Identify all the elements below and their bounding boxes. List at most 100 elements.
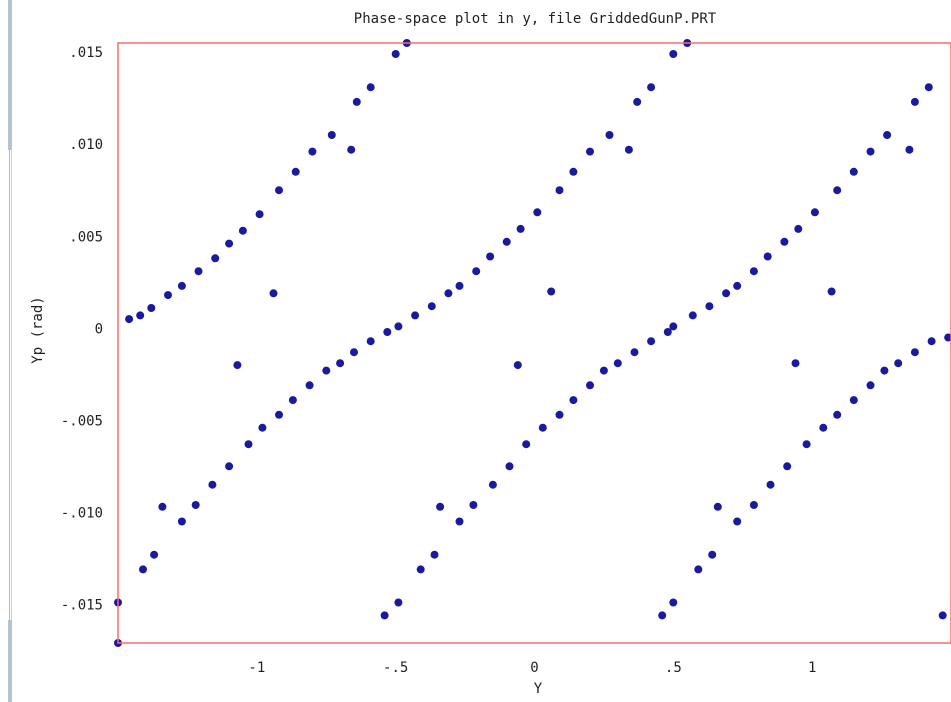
- data-point: [244, 440, 253, 449]
- data-point: [569, 396, 578, 405]
- data-point: [766, 480, 775, 489]
- scroll-rail: [8, 0, 12, 150]
- data-point: [383, 328, 392, 336]
- data-point: [555, 186, 564, 195]
- data-point: [472, 267, 481, 276]
- data-point: [416, 565, 425, 574]
- data-point: [394, 322, 403, 331]
- y-tick-label: -.010: [61, 505, 103, 521]
- data-point: [866, 381, 875, 390]
- data-point: [663, 328, 672, 336]
- data-point: [436, 502, 445, 511]
- data-point: [125, 315, 134, 324]
- data-points: [114, 39, 951, 647]
- data-point: [208, 480, 217, 489]
- data-point: [455, 281, 464, 290]
- data-point: [347, 145, 356, 154]
- data-point: [819, 423, 828, 432]
- data-point: [308, 147, 317, 156]
- data-point: [883, 131, 892, 139]
- data-point: [794, 224, 803, 233]
- y-axis-label: Yp (rad): [30, 296, 46, 363]
- data-point: [586, 381, 594, 390]
- x-axis-label: Y: [534, 681, 543, 697]
- data-point: [336, 359, 345, 368]
- data-point: [238, 226, 247, 235]
- data-point: [802, 440, 811, 449]
- data-point: [164, 291, 172, 300]
- data-point: [944, 333, 951, 342]
- data-point: [225, 462, 234, 471]
- data-point: [569, 167, 578, 176]
- data-point: [538, 423, 547, 432]
- data-point: [866, 147, 875, 156]
- data-point: [833, 410, 842, 419]
- data-point: [225, 239, 234, 248]
- chart-title: Phase-space plot in y, file GriddedGunP.…: [354, 11, 717, 27]
- window-left-edge: [0, 0, 12, 702]
- data-point: [411, 311, 420, 320]
- y-tick-label: .005: [69, 229, 103, 245]
- data-point: [350, 348, 358, 357]
- data-point: [191, 501, 200, 509]
- data-point: [938, 611, 947, 620]
- x-tick-label: 1: [808, 660, 816, 676]
- data-point: [791, 359, 800, 368]
- data-point: [827, 287, 836, 296]
- data-point: [669, 598, 678, 607]
- x-axis: -1 -.5 0 .5 1: [248, 660, 816, 676]
- y-axis: .015 .010 .005 0 -.005 -.010 -.015: [61, 45, 103, 613]
- data-point: [586, 147, 594, 156]
- data-point: [394, 598, 403, 607]
- data-point: [749, 501, 758, 509]
- data-point: [136, 311, 145, 320]
- x-tick-label: .5: [665, 660, 682, 676]
- data-point: [749, 267, 758, 276]
- data-point: [733, 281, 742, 290]
- data-point: [688, 311, 697, 320]
- data-point: [322, 366, 331, 375]
- data-point: [599, 366, 608, 375]
- data-point: [533, 208, 542, 217]
- data-point: [194, 267, 203, 276]
- data-point: [269, 289, 278, 298]
- data-point: [391, 50, 400, 58]
- data-point: [177, 281, 186, 290]
- data-point: [833, 186, 842, 195]
- data-point: [502, 237, 511, 246]
- data-point: [455, 517, 464, 526]
- data-point: [669, 322, 678, 331]
- data-point: [849, 167, 858, 176]
- data-point: [658, 611, 667, 620]
- data-point: [366, 83, 375, 92]
- data-point: [291, 167, 300, 176]
- data-point: [669, 50, 678, 58]
- data-point: [352, 97, 361, 106]
- data-point: [505, 462, 514, 471]
- data-point: [647, 337, 656, 346]
- data-point: [905, 145, 914, 154]
- x-tick-label: -.5: [383, 660, 408, 676]
- data-point: [694, 565, 703, 574]
- data-point: [783, 462, 792, 471]
- data-point: [139, 565, 147, 574]
- data-point: [630, 348, 639, 357]
- data-point: [613, 359, 622, 368]
- data-point: [713, 502, 722, 511]
- data-point: [924, 83, 933, 92]
- data-point: [780, 237, 789, 246]
- y-tick-label: 0: [95, 321, 103, 337]
- data-point: [486, 252, 495, 261]
- data-point: [258, 423, 267, 432]
- data-point: [894, 359, 903, 368]
- data-point: [910, 97, 919, 106]
- y-tick-label: -.015: [61, 597, 103, 613]
- data-point: [555, 410, 564, 419]
- data-point: [327, 131, 336, 139]
- plot-frame: [117, 42, 951, 644]
- data-point: [275, 186, 283, 195]
- data-point: [211, 254, 220, 263]
- data-point: [427, 302, 436, 311]
- data-point: [763, 252, 772, 261]
